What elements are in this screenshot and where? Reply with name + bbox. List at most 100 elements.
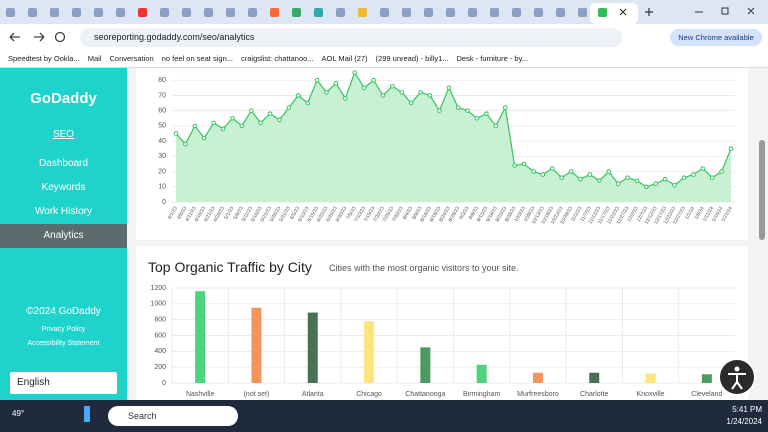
bookmark[interactable]: Speedtest by Ookla...	[8, 54, 80, 63]
point	[672, 182, 677, 188]
point	[343, 96, 348, 101]
bar	[307, 312, 318, 383]
nav-item[interactable]: Dashboard	[39, 158, 88, 169]
point	[295, 93, 301, 98]
bookmark[interactable]: Mail	[87, 54, 102, 63]
x-tick-label: Nashville	[186, 391, 215, 398]
x-tick-label: Birmingham	[463, 391, 501, 398]
bookmark[interactable]: (299 unread) - billy1...	[375, 54, 449, 63]
point	[239, 123, 245, 129]
tab-icons	[6, 3, 755, 24]
url-bar[interactable]: seoreporting.godaddy.com/seo/analytics	[80, 28, 622, 47]
point	[183, 141, 188, 147]
line-chart: 010203040506070804/1/234/6/234/11/234/16…	[158, 70, 735, 226]
x-tick-label: Charlotte	[580, 391, 609, 398]
y-tick-label: 0	[162, 380, 166, 387]
x-tick-label: (not set)	[244, 391, 270, 398]
y-tick-label: 20	[158, 168, 166, 175]
point	[493, 123, 499, 129]
y-tick-label: 400	[154, 348, 166, 355]
point	[192, 123, 198, 129]
y-tick-label: 60	[158, 107, 166, 114]
point	[371, 77, 376, 83]
nav: Dashboard Keywords Work History Analytics	[0, 152, 127, 248]
x-tick-label: Knoxville	[637, 391, 665, 398]
point	[437, 108, 442, 113]
bookmark[interactable]: Conversation	[109, 54, 154, 63]
point	[258, 120, 263, 126]
point	[587, 172, 593, 177]
brand[interactable]: GoDaddy	[30, 90, 97, 107]
x-tick-label: Atlanta	[302, 391, 324, 398]
nav-item[interactable]: Work History	[34, 206, 93, 217]
bar	[589, 372, 600, 383]
point	[709, 175, 715, 180]
nav-item[interactable]: Analytics	[0, 224, 127, 248]
bookmark[interactable]: Desk - furniture - by...	[456, 54, 529, 63]
point	[484, 111, 489, 116]
y-tick-label: 1200	[150, 285, 166, 292]
bar	[364, 321, 375, 383]
section[interactable]: SEO	[52, 129, 75, 140]
x-tick-label: Chattanooga	[405, 391, 445, 398]
point	[390, 83, 395, 89]
bookmark[interactable]: no feel on seat sign...	[161, 54, 233, 63]
accessibility-button[interactable]	[716, 357, 758, 399]
search-box[interactable]: Search	[108, 406, 238, 426]
point	[653, 181, 659, 187]
point	[662, 176, 668, 182]
bar	[645, 373, 656, 383]
footer-link[interactable]: Privacy Policy	[41, 326, 86, 333]
y-tick-label: 1000	[150, 301, 166, 308]
point	[521, 161, 527, 167]
update-button[interactable]: New Chrome available	[670, 29, 762, 46]
taskbar: 49° Search 5:41 PM 1/24/2024	[0, 400, 768, 432]
point	[324, 90, 329, 95]
copyright: ©2024 GoDaddy	[26, 306, 101, 317]
point	[314, 77, 320, 83]
point	[408, 100, 414, 106]
point	[512, 163, 517, 168]
x-tick-label: Chicago	[356, 391, 382, 398]
point	[230, 115, 235, 121]
point	[380, 93, 386, 98]
point	[559, 175, 564, 180]
point	[220, 126, 226, 132]
traffic-card: 0 10 20 30 40 50 60 70 80 4/1/23 4/6/23 4/11/23 4/16…	[136, 68, 748, 240]
y-tick-label: 600	[154, 332, 166, 339]
point	[531, 169, 536, 174]
point	[455, 105, 461, 110]
point	[502, 105, 508, 110]
footer-link[interactable]: Accessibility Statement	[27, 340, 100, 347]
nav-buttons	[9, 31, 66, 43]
point	[634, 178, 640, 183]
bar	[532, 372, 543, 383]
point	[578, 176, 583, 182]
bookmark[interactable]: AOL Mail (27)	[321, 54, 368, 63]
y-tick-label: 200	[154, 364, 166, 371]
point	[267, 111, 273, 116]
point	[597, 178, 602, 183]
weather: 49°	[12, 409, 25, 418]
point	[549, 166, 555, 171]
sidebar: GoDaddy SEO Dashboard Keywords Work Histor…	[0, 68, 127, 400]
scrollbar[interactable]	[759, 140, 765, 240]
point	[333, 80, 339, 86]
bar	[251, 307, 262, 383]
point	[625, 175, 630, 180]
point	[277, 117, 282, 123]
point	[474, 115, 480, 121]
point	[173, 131, 179, 136]
nav-item[interactable]: Keywords	[41, 182, 86, 193]
clock-date: 1/24/2024	[726, 417, 762, 426]
point	[606, 169, 612, 174]
point	[644, 184, 649, 190]
language-select[interactable]: English	[10, 372, 117, 394]
city-card: Top Organic Traffic by City Cities with …	[136, 246, 748, 400]
point	[465, 108, 470, 113]
start-button[interactable]	[84, 406, 90, 422]
point	[568, 169, 574, 174]
bookmark[interactable]: craigslist: chattanoo...	[241, 54, 314, 63]
point	[681, 175, 687, 180]
